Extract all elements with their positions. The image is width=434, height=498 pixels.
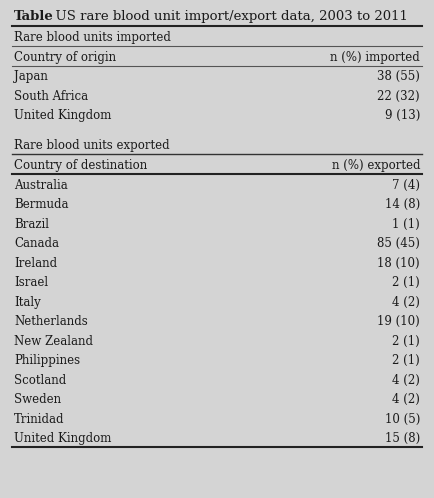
Text: 1 (1): 1 (1) [392,218,420,231]
Text: 2 (1): 2 (1) [392,276,420,289]
Text: Trinidad: Trinidad [14,413,65,426]
Text: 4 (2): 4 (2) [392,393,420,406]
Text: Israel: Israel [14,276,48,289]
Text: United Kingdom: United Kingdom [14,109,112,122]
Text: 18 (10): 18 (10) [378,257,420,270]
Text: Rare blood units exported: Rare blood units exported [14,139,170,152]
Text: 22 (32): 22 (32) [378,90,420,103]
Text: 2 (1): 2 (1) [392,354,420,367]
Text: 9 (13): 9 (13) [385,109,420,122]
Text: 10 (5): 10 (5) [385,413,420,426]
Text: 38 (55): 38 (55) [377,70,420,83]
Text: Country of origin: Country of origin [14,50,116,64]
Text: Sweden: Sweden [14,393,61,406]
Text: Bermuda: Bermuda [14,198,69,211]
Text: 19 (10): 19 (10) [377,315,420,328]
Text: Table: Table [14,9,54,22]
Text: 4 (2): 4 (2) [392,374,420,387]
Text: United Kingdom: United Kingdom [14,432,112,445]
Text: Rare blood units imported: Rare blood units imported [14,30,171,43]
Text: Japan: Japan [14,70,48,83]
Text: South Africa: South Africa [14,90,88,103]
Text: Philippines: Philippines [14,354,80,367]
Text: Ireland: Ireland [14,257,57,270]
Text: 14 (8): 14 (8) [385,198,420,211]
Text: Italy: Italy [14,296,41,309]
Text: n (%) exported: n (%) exported [332,159,420,172]
Text: Brazil: Brazil [14,218,49,231]
Text: Australia: Australia [14,179,68,192]
Text: 7 (4): 7 (4) [392,179,420,192]
Text: 15 (8): 15 (8) [385,432,420,445]
Text: Scotland: Scotland [14,374,66,387]
Text: n (%) imported: n (%) imported [330,50,420,64]
Text: US rare blood unit import/export data, 2003 to 2011: US rare blood unit import/export data, 2… [47,9,408,22]
Text: 2 (1): 2 (1) [392,335,420,348]
Text: New Zealand: New Zealand [14,335,93,348]
Text: 85 (45): 85 (45) [377,237,420,250]
Text: 4 (2): 4 (2) [392,296,420,309]
Text: Netherlands: Netherlands [14,315,88,328]
Text: Canada: Canada [14,237,59,250]
Text: Country of destination: Country of destination [14,159,147,172]
